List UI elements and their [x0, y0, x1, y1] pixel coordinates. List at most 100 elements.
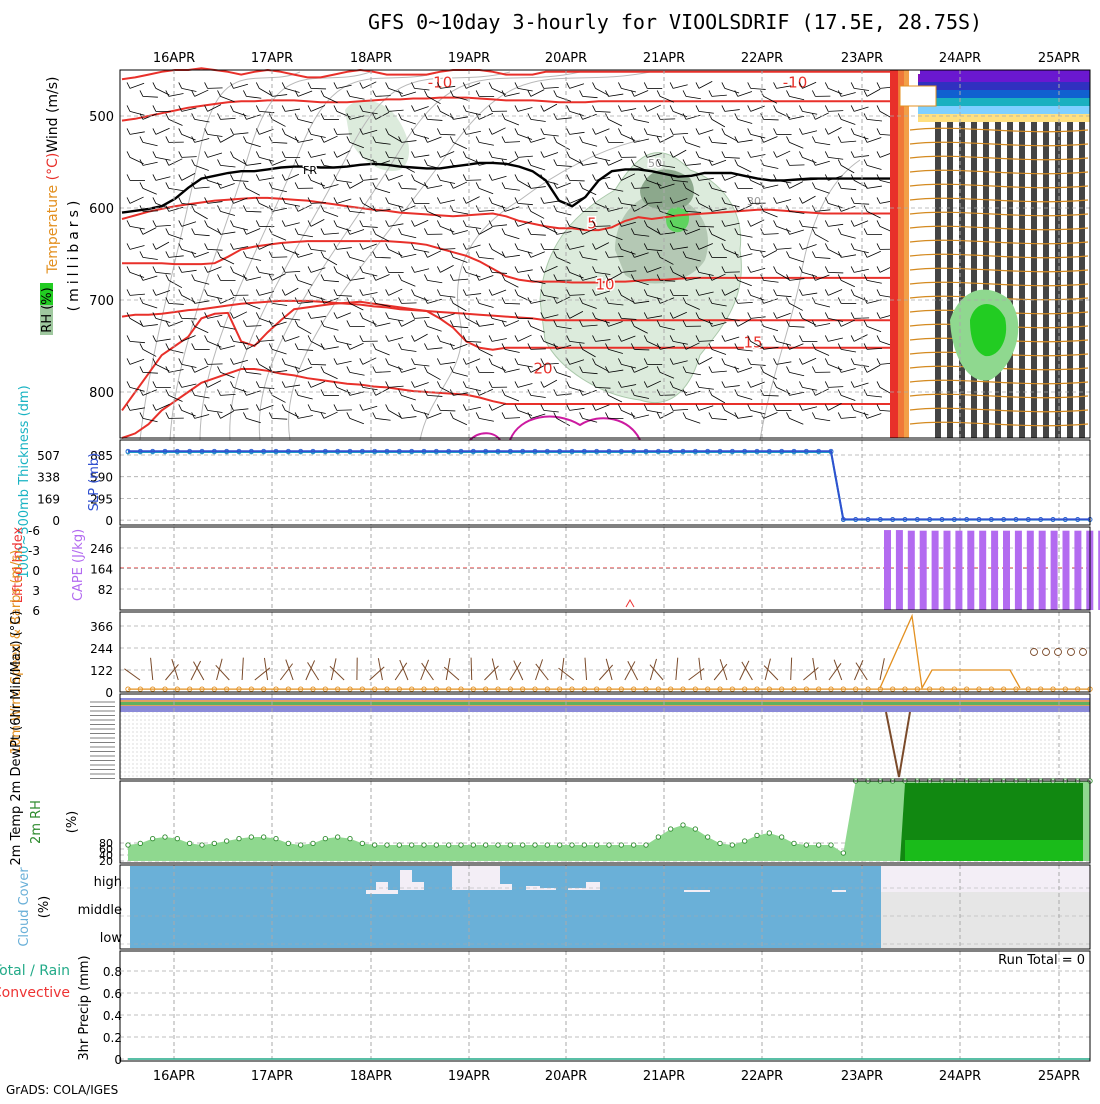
wind-barb-flag [282, 358, 285, 364]
wind-barb [647, 134, 662, 137]
wind-barb-flag [347, 251, 350, 257]
cape-bar [967, 531, 974, 610]
wind-barb [764, 234, 779, 235]
rh2m-axis-label: 2m RH [29, 800, 44, 844]
wind-barb [402, 303, 417, 304]
wind-barb [466, 180, 481, 181]
wind-barb-flag [864, 90, 867, 96]
wind-barb-flag [411, 266, 414, 272]
rh2m-point [644, 843, 648, 847]
wind-barb-flag [179, 197, 182, 203]
wind-barb [764, 326, 778, 330]
surface-wind-barb [471, 658, 472, 680]
wind-barb-flag [786, 251, 789, 257]
wind-barb [544, 410, 559, 412]
surface-wind-barb [740, 661, 749, 680]
thickness-tick: 338 [37, 471, 60, 485]
wind-barb [789, 257, 803, 262]
wind-barb [725, 175, 739, 181]
wind-barb-flag [334, 220, 337, 226]
high-cloud-gap [388, 890, 398, 894]
wind-barb [854, 383, 868, 387]
wind-barb [440, 152, 454, 158]
wind-barb-flag [166, 389, 169, 395]
wind-barb [311, 382, 325, 388]
wind-barb [272, 119, 285, 126]
wind-barb [867, 395, 882, 397]
wind-barb-flag [799, 105, 802, 111]
wind-barb-flag [812, 90, 815, 96]
wind-barb-flag [735, 182, 738, 188]
wind-barb [479, 188, 493, 193]
wind-barb [854, 88, 869, 90]
wind-barb [777, 313, 791, 318]
wind-barb-flag [424, 274, 427, 280]
cape-bar [884, 530, 891, 610]
wind-barb [466, 226, 481, 228]
wind-barb [143, 257, 158, 259]
wind-barb [130, 272, 144, 277]
wind-barb [841, 188, 856, 189]
wind-barb [414, 334, 427, 341]
wind-barb-flag [722, 381, 725, 387]
pressure-tick: 500 [89, 110, 114, 125]
wind-barb [557, 165, 572, 166]
rh2m-point [841, 851, 845, 855]
wind-barb-flag [282, 220, 285, 226]
wind-barb [208, 410, 223, 412]
wind-barb-flag [825, 289, 828, 295]
wind-barb-flag [179, 312, 182, 318]
wind-barb-flag [230, 243, 233, 249]
wind-barb-flag [373, 412, 376, 418]
rh2m-point [311, 841, 315, 845]
hatch-stripe [947, 100, 953, 438]
wind-barb-flag [463, 174, 466, 180]
wind-barb [337, 295, 352, 296]
high-cloud-gap [832, 890, 846, 892]
wind-barb [427, 186, 442, 189]
wind-barb [867, 280, 882, 283]
wind-barb [802, 358, 816, 364]
wind-barb [699, 406, 713, 411]
wind-barb-flag [748, 128, 751, 134]
wind-barb-flag [321, 251, 324, 257]
wind-barb [608, 119, 621, 126]
high-cloud-gap [412, 882, 424, 890]
wind-barb [764, 119, 779, 120]
wind-barb [802, 245, 816, 250]
wind-barb [414, 317, 429, 318]
wind-barb [143, 390, 157, 396]
wind-barb [570, 132, 585, 134]
wind-barb [841, 234, 855, 238]
wind-barb-flag [489, 82, 492, 88]
wind-barb [699, 226, 714, 227]
wind-barb [246, 418, 260, 422]
wind-barb-flag [360, 404, 363, 410]
wind-barb-flag [696, 151, 699, 157]
wind-barb [414, 107, 428, 112]
precip-tick: 0.2 [103, 1031, 122, 1045]
wind-barb-flag [851, 381, 854, 387]
wind-barb-flag [735, 90, 738, 96]
wind-barb-flag [153, 266, 156, 272]
wind-barb-flag [502, 412, 505, 418]
wind-barb [828, 272, 843, 273]
wind-barb-flag [476, 320, 479, 326]
wind-barb-flag [153, 174, 156, 180]
wind-barb-flag [373, 366, 376, 372]
wind-barb-flag [580, 90, 583, 96]
wind-barb-flag [774, 358, 777, 364]
surface-wind-barb [606, 659, 612, 680]
wind-barb [815, 161, 829, 165]
wind-barb [725, 386, 740, 388]
wind-barb-flag [218, 274, 221, 280]
wind-barb [208, 364, 223, 365]
wind-barb-flag [437, 335, 440, 341]
wind-barb-flag [864, 366, 867, 372]
wind-barb [492, 272, 507, 273]
wind-barb-flag [825, 128, 828, 134]
wind-tick: 122 [90, 664, 113, 678]
wind-barb [544, 87, 559, 88]
wind-barb-flag [256, 82, 259, 88]
wind-barb-flag [424, 159, 427, 165]
